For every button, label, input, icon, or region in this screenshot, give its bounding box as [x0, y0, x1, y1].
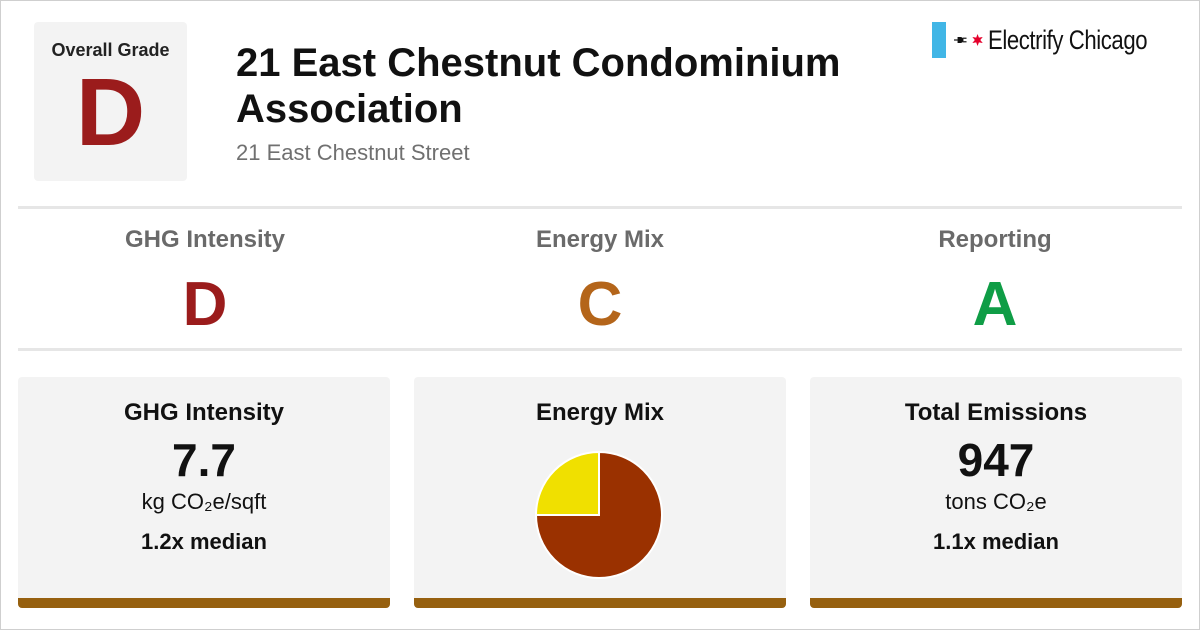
grade-reporting: Reporting A — [800, 226, 1190, 336]
card-value: 7.7 — [172, 434, 236, 486]
chicago-flag-stripe-icon — [932, 22, 946, 58]
card-median: 1.2x median — [141, 529, 267, 554]
total-emissions-card: Total Emissions 947 tons CO₂e 1.1x media… — [810, 377, 1182, 608]
card-accent-bar — [810, 598, 1182, 608]
grade-label: Energy Mix — [535, 226, 665, 253]
logo-text: Electrify Chicago — [987, 24, 1148, 55]
energy-mix-card: Energy Mix — [414, 377, 786, 608]
card-median: 1.1x median — [933, 529, 1059, 554]
card-value: 947 — [957, 434, 1035, 486]
building-title: 21 East Chestnut Condominium Association — [236, 41, 841, 131]
grade-label: Reporting — [938, 226, 1052, 253]
divider-bottom — [18, 348, 1182, 351]
overall-grade-letter: D — [75, 59, 146, 166]
pie-slice-1 — [534, 450, 600, 516]
grade-letter: C — [577, 270, 623, 339]
grade-letter: A — [972, 270, 1018, 339]
card-accent-bar — [18, 598, 390, 608]
ghg-intensity-card: GHG Intensity 7.7 kg CO₂e/sqft 1.2x medi… — [18, 377, 390, 608]
grade-ghg-intensity: GHG Intensity D — [10, 226, 400, 336]
red-star-icon — [972, 33, 983, 47]
building-address: 21 East Chestnut Street — [236, 140, 470, 165]
energy-mix-pie-chart — [534, 450, 663, 579]
grade-energy-mix: Energy Mix C — [405, 226, 795, 336]
card-title: GHG Intensity — [123, 399, 285, 426]
card-title: Total Emissions — [904, 399, 1088, 426]
overall-grade-box: Overall Grade D — [34, 22, 187, 181]
card-unit: kg CO₂e/sqft — [141, 489, 267, 514]
grade-letter: D — [182, 270, 228, 339]
overall-grade-label: Overall Grade — [51, 40, 170, 60]
energy-mix-pie-wrapper — [534, 450, 664, 580]
card-unit: tons CO₂e — [945, 489, 1047, 514]
card-accent-bar — [414, 598, 786, 608]
plug-icon — [953, 37, 967, 43]
divider-top — [18, 206, 1182, 209]
electrify-chicago-logo[interactable]: Electrify Chicago — [932, 22, 1182, 58]
card-title: Energy Mix — [535, 399, 665, 426]
grade-label: GHG Intensity — [124, 226, 286, 253]
